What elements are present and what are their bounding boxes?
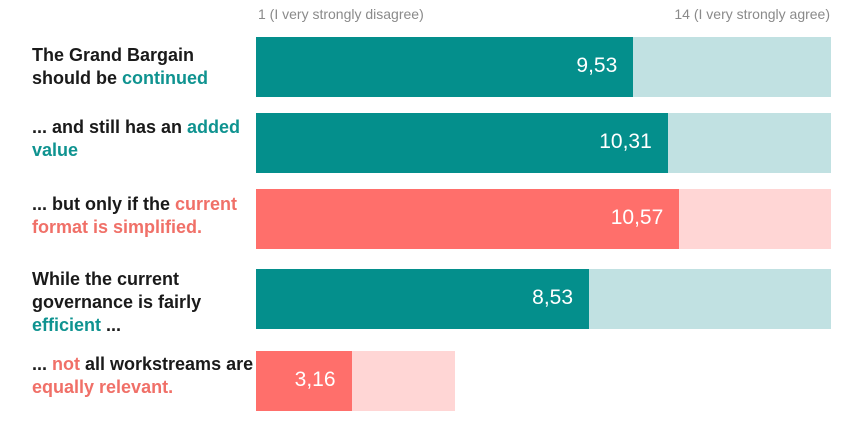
bar-value-label: 3,16 xyxy=(294,368,336,391)
row-label-part: not xyxy=(52,354,80,374)
row-label: ... and still has an added value xyxy=(32,116,254,162)
axis-min-label: 1 (I very strongly disagree) xyxy=(258,6,424,22)
bar xyxy=(256,269,590,329)
row-label: ... but only if the current format is si… xyxy=(32,193,254,239)
bar xyxy=(256,37,634,97)
row-label-part: ... but only if the xyxy=(32,194,175,214)
row-label-part: added value xyxy=(32,117,241,160)
bar-value-label: 10,31 xyxy=(599,130,652,153)
bar-value-label: 10,57 xyxy=(610,206,664,229)
row-label-part: ... xyxy=(101,315,122,335)
axis-max-label: 14 (I very strongly agree) xyxy=(674,6,830,22)
row-label-part: all workstreams are xyxy=(80,354,254,374)
row-label: While the current governance is fairly e… xyxy=(32,268,254,337)
row-label-part: continued xyxy=(122,68,208,88)
row-label-part: ... xyxy=(32,354,53,374)
row-label: ... not all workstreams are equally rele… xyxy=(32,353,254,399)
row-label-part: ... and still has an xyxy=(32,117,188,137)
row-label: The Grand Bargain should be continued xyxy=(32,44,254,90)
row-label-part: equally relevant. xyxy=(32,377,174,397)
row-label-part: current format is simplified. xyxy=(32,194,238,237)
bar-value-label: 8,53 xyxy=(532,286,574,309)
bar xyxy=(256,351,352,411)
bar xyxy=(256,113,668,173)
row-label-part: The Grand Bargain should be xyxy=(32,45,195,88)
bar xyxy=(256,189,680,249)
row-label-part: efficient xyxy=(32,315,102,335)
row-label-part: While the current governance is fairly xyxy=(32,269,202,312)
bar-value-label: 9,53 xyxy=(576,54,618,77)
